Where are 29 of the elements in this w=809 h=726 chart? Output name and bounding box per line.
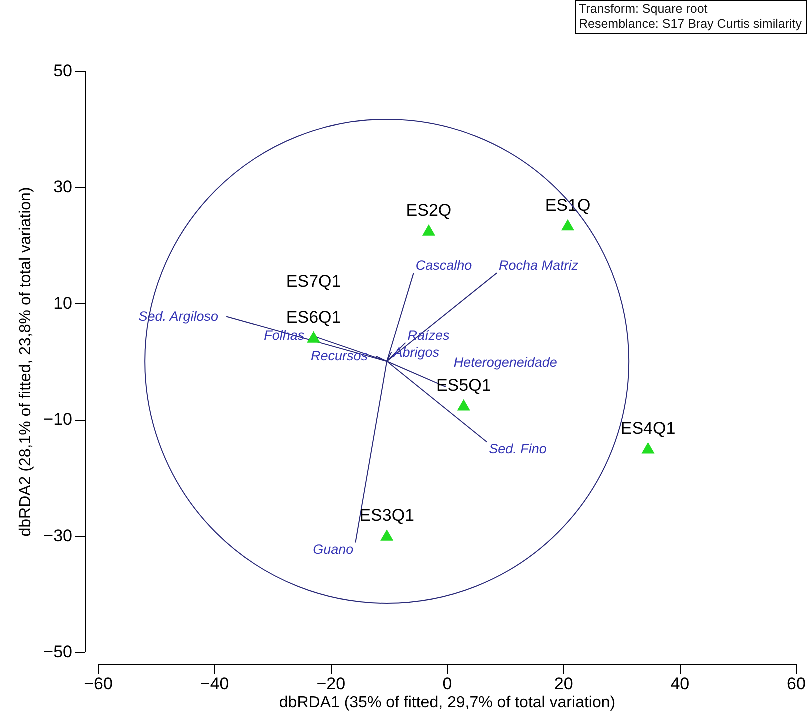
x-tick-label: −40 [200,674,230,694]
x-tick-label: 20 [554,674,574,694]
y-tick-label: 50 [54,62,72,80]
series-label: Rocha Matriz [499,258,579,274]
x-tick-label: 60 [787,674,806,694]
series-label: Guano [313,542,354,557]
annotation: ES4Q1 [620,419,676,438]
y-tick-label: 10 [54,294,72,313]
annotation: ES6Q1 [286,308,342,328]
series-label: Heterogeneidade [454,355,558,370]
x-tick-label: 0 [442,674,452,694]
y-tick-label: −30 [44,526,72,546]
y-tick-label: −50 [44,642,72,662]
y-tick-label: 30 [54,178,72,197]
text: Resemblance: S17 Bray Curtis similarity [579,17,802,32]
x-axis-title: dbRDA1 (35% of fitted, 29,7% of total variation) [279,694,616,712]
series-label: Recursos [311,348,368,364]
annotation: ES3Q1 [360,506,414,526]
annotation: ES7Q1 [286,272,342,292]
x-tick-label: 40 [670,674,690,694]
x-tick-label: −60 [84,674,113,694]
text: Transform: Square root [579,2,709,17]
annotation: ES5Q1 [436,376,492,396]
annotation: ES2Q [406,201,452,220]
series-label: Sed. Fino [489,441,548,456]
series-label: Cascalho [416,258,473,274]
x-tick-label: −20 [316,674,346,694]
y-axis-title: dbRDA2 (28,1% of fitted, 23,8% of total variation) [18,187,35,537]
y-tick-label: −10 [44,410,72,430]
